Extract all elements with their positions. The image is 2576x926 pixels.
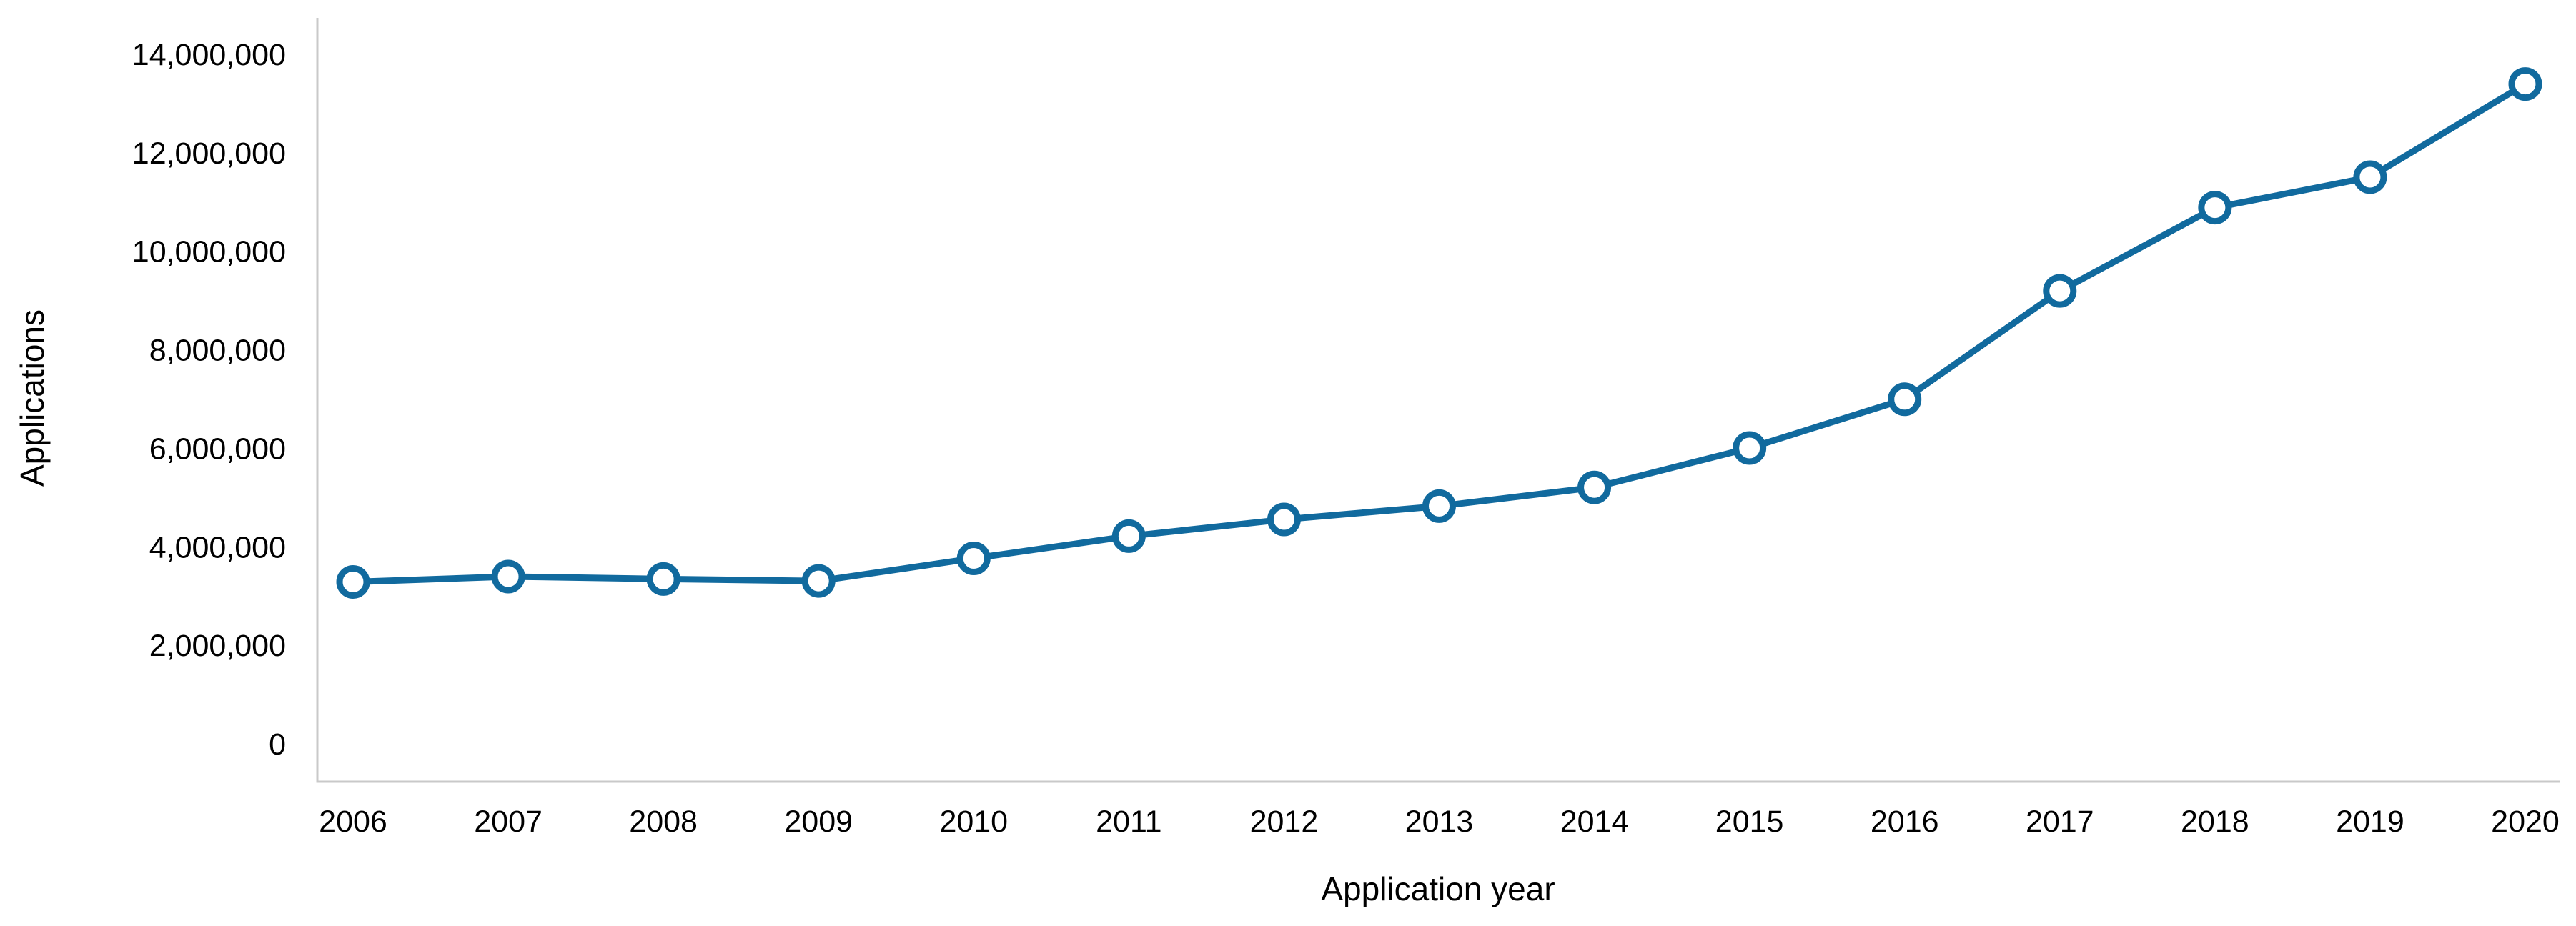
x-tick-label-2007: 2007 bbox=[474, 805, 543, 839]
data-point-2013 bbox=[1422, 489, 1456, 523]
x-tick-label-2011: 2011 bbox=[1096, 805, 1161, 839]
y-tick-label: 10,000,000 bbox=[132, 235, 286, 269]
data-point-2006 bbox=[336, 565, 370, 599]
x-tick-label-2010: 2010 bbox=[939, 805, 1008, 839]
y-tick-label: 14,000,000 bbox=[132, 38, 286, 72]
x-tick-label-2016: 2016 bbox=[1871, 805, 1939, 839]
data-point-2007 bbox=[491, 559, 525, 594]
data-point-2015 bbox=[1733, 431, 1767, 465]
y-tick-label: 8,000,000 bbox=[149, 334, 286, 368]
data-point-2016 bbox=[1888, 382, 1922, 417]
data-point-2019 bbox=[2353, 160, 2387, 194]
x-tick-label-2018: 2018 bbox=[2181, 805, 2249, 839]
y-tick-label: 6,000,000 bbox=[149, 432, 286, 466]
axis-frame bbox=[316, 18, 2560, 783]
x-tick-label-2009: 2009 bbox=[784, 805, 853, 839]
y-tick-label: 2,000,000 bbox=[149, 629, 286, 663]
y-tick-label: 0 bbox=[269, 727, 286, 762]
data-point-2012 bbox=[1267, 502, 1301, 537]
data-point-2018 bbox=[2198, 191, 2232, 225]
y-tick-label: 4,000,000 bbox=[149, 530, 286, 564]
x-tick-label-2008: 2008 bbox=[629, 805, 698, 839]
y-axis-title: Applications bbox=[14, 309, 51, 487]
x-tick-label-2006: 2006 bbox=[319, 805, 387, 839]
x-axis-tick-labels: 2006 2007 2008 2009 2010 2011 2012 2013 2014 2015… bbox=[319, 805, 2560, 839]
x-tick-label-2020: 2020 bbox=[2491, 805, 2560, 839]
x-tick-label-2012: 2012 bbox=[1250, 805, 1319, 839]
series-layer bbox=[336, 67, 2542, 599]
x-axis-title: Application year bbox=[1321, 870, 1555, 907]
x-tick-label-2017: 2017 bbox=[2026, 805, 2094, 839]
x-tick-label-2013: 2013 bbox=[1405, 805, 1474, 839]
y-axis-tick-labels: 0 2,000,000 4,000,000 6,000,000 8,000,000 10,… bbox=[132, 38, 286, 762]
data-point-2008 bbox=[646, 562, 680, 596]
x-tick-label-2014: 2014 bbox=[1560, 805, 1629, 839]
data-point-2009 bbox=[801, 564, 836, 598]
data-point-2014 bbox=[1577, 470, 1612, 504]
data-point-2010 bbox=[956, 541, 991, 575]
data-point-2011 bbox=[1111, 519, 1146, 553]
data-point-2020 bbox=[2508, 67, 2542, 101]
x-tick-label-2015: 2015 bbox=[1715, 805, 1784, 839]
y-tick-label: 12,000,000 bbox=[132, 136, 286, 171]
x-tick-label-2019: 2019 bbox=[2336, 805, 2404, 839]
data-point-2017 bbox=[2043, 274, 2077, 308]
